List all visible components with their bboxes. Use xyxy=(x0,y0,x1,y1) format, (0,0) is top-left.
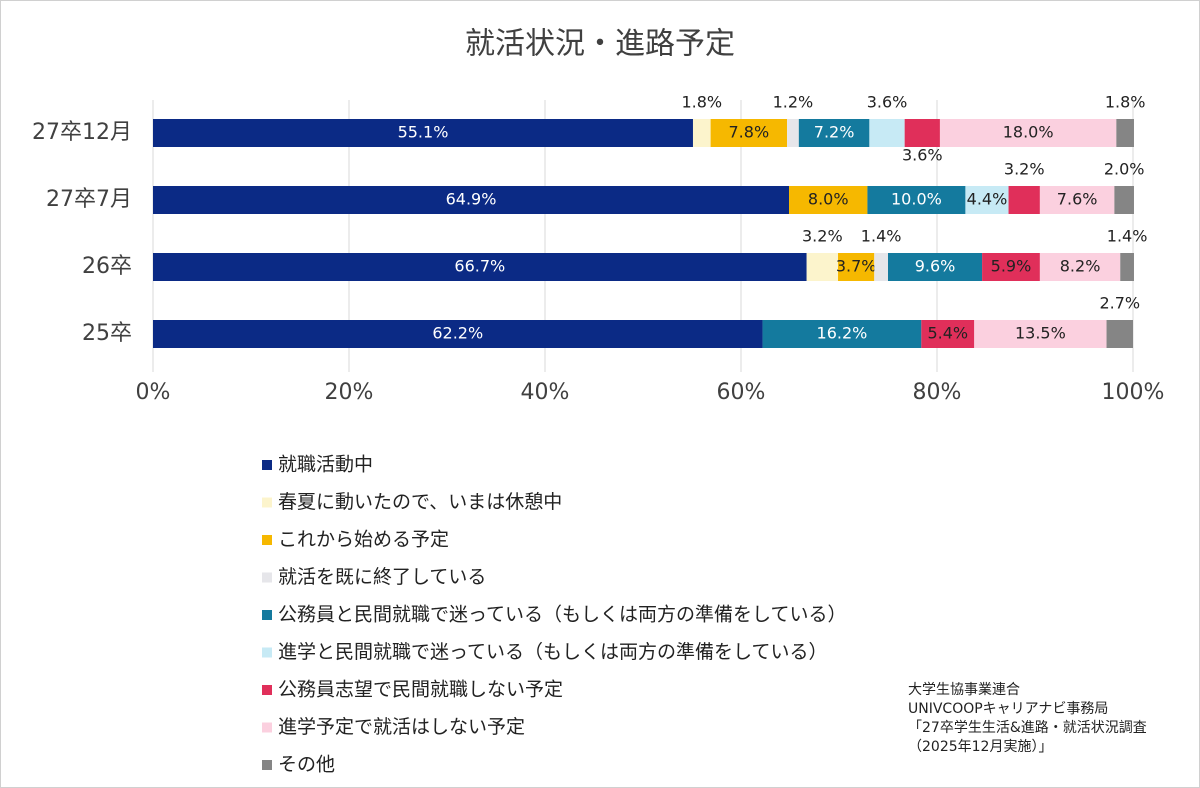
value-label: 7.8% xyxy=(729,123,770,142)
bar-segment xyxy=(692,119,711,147)
legend-swatch xyxy=(262,760,272,770)
value-label: 5.4% xyxy=(927,324,968,343)
value-label: 2.7% xyxy=(1099,294,1140,313)
legend-label: その他 xyxy=(278,754,335,776)
bar-segment xyxy=(798,119,870,147)
bar-segment xyxy=(1120,253,1134,281)
value-label: 1.4% xyxy=(861,227,902,246)
value-label: 7.2% xyxy=(814,123,855,142)
bar-segment xyxy=(1039,186,1115,214)
legend-label: 公務員志望で民間就職しない予定 xyxy=(278,679,563,701)
bar-segment xyxy=(1106,320,1133,348)
value-label: 4.4% xyxy=(967,190,1008,209)
y-tick-label: 27卒12月 xyxy=(32,120,132,145)
value-label: 3.2% xyxy=(1004,160,1045,179)
chart-title: 就活状況・進路予定 xyxy=(465,27,735,62)
value-label: 1.2% xyxy=(773,93,814,112)
value-label: 66.7% xyxy=(454,257,505,276)
legend-swatch xyxy=(262,572,272,583)
bar-segment xyxy=(874,253,888,281)
bar-segment xyxy=(904,119,940,147)
bar-segment xyxy=(789,186,868,214)
x-tick-label: 100% xyxy=(1102,380,1165,405)
value-label: 1.8% xyxy=(1105,93,1146,112)
bar-segment xyxy=(153,186,790,214)
value-label: 10.0% xyxy=(891,190,942,209)
x-tick-label: 60% xyxy=(717,380,766,405)
legend-label: 公務員と民間就職で迷っている（もしくは両方の準備をしている） xyxy=(278,604,846,626)
bar-segment xyxy=(838,253,875,281)
value-label: 13.5% xyxy=(1015,324,1066,343)
value-label: 3.7% xyxy=(836,257,877,276)
value-label: 62.2% xyxy=(432,324,483,343)
bar-segment xyxy=(153,320,763,348)
bar-segment xyxy=(1039,253,1121,281)
x-tick-label: 80% xyxy=(913,380,962,405)
bar-segment xyxy=(939,119,1117,147)
y-tick-label: 27卒7月 xyxy=(46,187,132,212)
y-tick-label: 25卒 xyxy=(82,321,132,346)
legend-label: 就活を既に終了している xyxy=(278,566,486,588)
legend-label: 進学と民間就職で迷っている（もしくは両方の準備をしている） xyxy=(278,641,827,663)
x-tick-label: 20% xyxy=(325,380,374,405)
legend-label: これから始める予定 xyxy=(278,529,449,551)
legend-label: 進学予定で就活はしない予定 xyxy=(278,716,525,738)
bar-segment xyxy=(710,119,788,147)
legend-swatch xyxy=(262,722,272,733)
bar-segment xyxy=(965,186,1009,214)
bar-segment xyxy=(762,320,922,348)
bar-segment xyxy=(888,253,983,281)
value-label: 2.0% xyxy=(1104,160,1145,179)
bar-segment xyxy=(1116,119,1134,147)
value-label: 18.0% xyxy=(1003,123,1054,142)
bar-segment xyxy=(153,253,807,281)
value-label: 3.2% xyxy=(802,227,843,246)
source-note: UNIVCOOPキャリアナビ事務局 xyxy=(908,701,1108,717)
x-tick-label: 0% xyxy=(136,380,171,405)
bar-segment xyxy=(1114,186,1134,214)
bar-segment xyxy=(153,119,693,147)
legend-swatch xyxy=(262,497,272,508)
legend-swatch xyxy=(262,610,272,620)
value-label: 3.6% xyxy=(902,146,943,165)
bar-segment xyxy=(867,186,966,214)
legend-label: 春夏に動いたので、いまは休憩中 xyxy=(278,491,562,513)
value-label: 55.1% xyxy=(398,123,449,142)
source-note: 大学生協事業連合 xyxy=(908,682,1020,698)
bar-segment xyxy=(869,119,905,147)
value-label: 64.9% xyxy=(446,190,497,209)
bar-segment xyxy=(921,320,975,348)
legend-swatch xyxy=(262,647,272,658)
bar-segment xyxy=(1008,186,1040,214)
value-label: 1.8% xyxy=(681,93,722,112)
bar-segment xyxy=(787,119,799,147)
value-label: 8.0% xyxy=(808,190,849,209)
bar-segment xyxy=(806,253,839,281)
value-label: 1.4% xyxy=(1107,227,1148,246)
value-label: 9.6% xyxy=(915,257,956,276)
legend-swatch xyxy=(262,460,272,470)
source-note: 「27卒学生生活&進路・就活状況調査 xyxy=(908,720,1147,736)
value-label: 8.2% xyxy=(1060,257,1101,276)
value-label: 5.9% xyxy=(991,257,1032,276)
legend-swatch xyxy=(262,685,272,695)
legend-label: 就職活動中 xyxy=(278,454,373,476)
x-tick-label: 40% xyxy=(521,380,570,405)
source-note: （2025年12月実施）」 xyxy=(908,739,1052,755)
value-label: 16.2% xyxy=(817,324,868,343)
y-tick-label: 26卒 xyxy=(82,254,132,279)
bar-segment xyxy=(982,253,1040,281)
value-label: 3.6% xyxy=(867,93,908,112)
value-label: 7.6% xyxy=(1057,190,1098,209)
legend-swatch xyxy=(262,535,272,545)
bar-segment xyxy=(974,320,1107,348)
